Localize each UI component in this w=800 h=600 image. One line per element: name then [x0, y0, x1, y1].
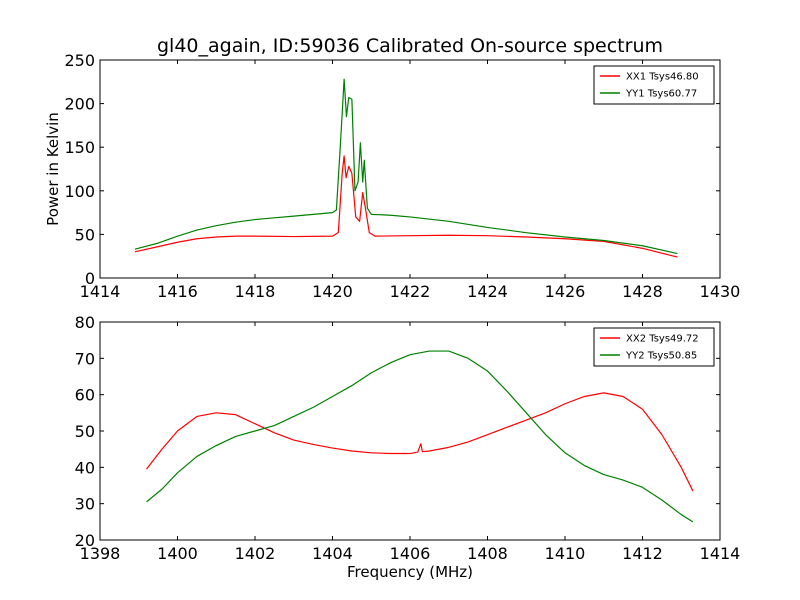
- bottom-x-tick-label: 1398: [80, 544, 121, 563]
- top-y-tick-label: 200: [64, 95, 95, 114]
- top-x-tick-label: 1428: [622, 282, 663, 301]
- top-x-tick-label: 1418: [235, 282, 276, 301]
- bottom-y-tick-label: 50: [75, 422, 95, 441]
- bottom-y-tick-label: 20: [75, 531, 95, 550]
- top-legend: [593, 65, 715, 105]
- top-x-tick-label: 1426: [545, 282, 586, 301]
- bottom-y-tick-label: 60: [75, 386, 95, 405]
- bottom-series-2-line: [146, 350, 694, 523]
- bottom-x-tick-label: 1408: [467, 544, 508, 563]
- bottom-y-tick-label: 40: [75, 458, 95, 477]
- bottom-series-1-line: [146, 392, 694, 492]
- top-x-tick-label: 1430: [700, 282, 741, 301]
- top-x-tick-label: 1424: [467, 282, 508, 301]
- bottom-x-axis-label: Frequency (MHz): [347, 563, 473, 581]
- top-legend-label-2: YY1 Tsys60.77: [625, 89, 697, 100]
- top-y-axis-label: Power in Kelvin: [44, 112, 62, 226]
- top-y-tick-label: 0: [85, 269, 95, 288]
- top-series-1-line: [134, 155, 678, 258]
- top-x-tick-label: 1422: [390, 282, 431, 301]
- top-plot: 1414 1416 1418 1420 1422 1424 1426 1428 1430 0 50 1…: [64, 51, 740, 301]
- bottom-x-tick-label: 1404: [312, 544, 353, 563]
- bottom-x-tick-label: 1412: [622, 544, 663, 563]
- top-x-tick-label: 1420: [312, 282, 353, 301]
- top-y-tick-label: 100: [64, 182, 95, 201]
- top-x-tick-label: 1416: [157, 282, 198, 301]
- bottom-x-tick-label: 1406: [390, 544, 431, 563]
- chart-title: gl40_again, ID:59036 Calibrated On-sourc…: [157, 35, 663, 57]
- bottom-legend-label-2: YY2 Tsys50.85: [625, 351, 697, 362]
- bottom-legend: [593, 327, 715, 367]
- bottom-legend-label-1: XX2 Tsys49.72: [626, 334, 699, 345]
- bottom-x-tick-label: 1414: [700, 544, 741, 563]
- bottom-plot: 1398 1400 1402 1404 1406 1408 1410 1412 1414 20 30…: [75, 313, 741, 563]
- bottom-y-tick-label: 80: [75, 313, 95, 332]
- top-series-2-line: [134, 78, 678, 255]
- top-y-tick-label: 250: [64, 51, 95, 70]
- top-y-tick-label: 150: [64, 138, 95, 157]
- bottom-x-tick-label: 1402: [235, 544, 276, 563]
- bottom-y-tick-label: 70: [75, 349, 95, 368]
- top-x-tick-label: 1414: [80, 282, 121, 301]
- top-y-tick-label: 50: [75, 225, 95, 244]
- top-legend-label-1: XX1 Tsys46.80: [626, 72, 699, 83]
- bottom-x-tick-label: 1410: [545, 544, 586, 563]
- bottom-x-tick-label: 1400: [157, 544, 198, 563]
- bottom-y-tick-label: 30: [75, 495, 95, 514]
